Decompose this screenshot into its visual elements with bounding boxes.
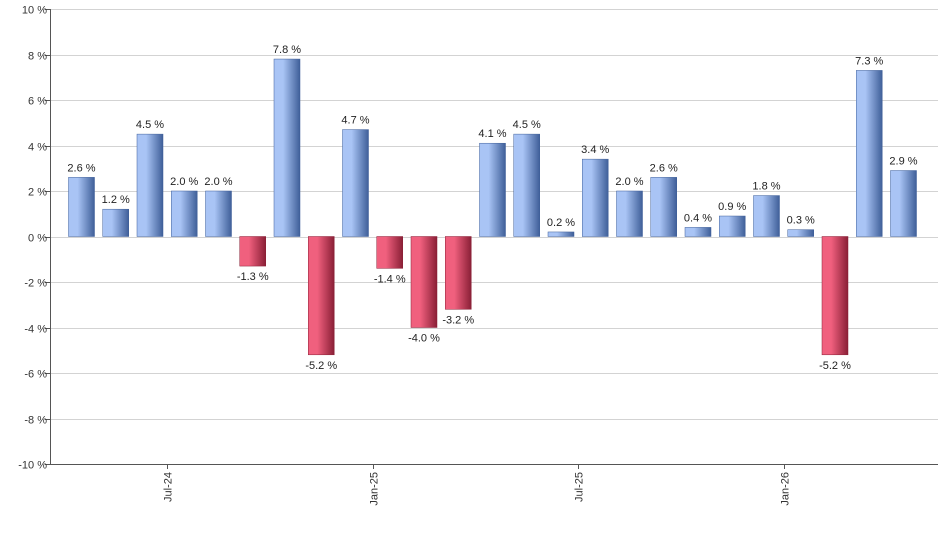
data-label: 2.6 % [650, 162, 678, 174]
data-label: 4.5 % [136, 119, 164, 131]
data-label: 0.9 % [718, 201, 746, 213]
bar [102, 208, 129, 237]
y-axis-ticks: 10 % 8 % 6 % 4 % 2 % 0 % -2 % -4 % -6 % -8 % -10 % [18, 5, 50, 472]
y-tick-label: 4 % [28, 142, 47, 154]
y-tick-label: -2 % [24, 278, 47, 290]
bars [68, 58, 917, 356]
y-tick-label: -8 % [24, 415, 47, 427]
x-tick-label: Jul-24 [163, 472, 175, 502]
data-label: -5.2 % [819, 360, 851, 372]
data-label: -3.2 % [442, 314, 474, 326]
bar [787, 229, 814, 237]
bar [616, 190, 643, 237]
data-label: 2.0 % [170, 176, 198, 188]
data-label: 1.8 % [752, 181, 780, 193]
bar [68, 177, 95, 237]
data-label: -1.3 % [237, 271, 269, 283]
bar [719, 215, 746, 237]
data-label: 3.4 % [581, 144, 609, 156]
x-tick-label: Jan-26 [780, 472, 792, 506]
data-label: 2.0 % [615, 176, 643, 188]
data-label: -5.2 % [305, 360, 337, 372]
bar [821, 236, 849, 356]
y-tick-label: 8 % [28, 51, 47, 63]
bar [650, 177, 677, 237]
data-label: 7.3 % [855, 55, 883, 67]
y-tick-label: -6 % [24, 369, 47, 381]
data-label: 7.8 % [273, 44, 301, 56]
data-labels: 2.6 % 1.2 % 4.5 % 2.0 % 2.0 % -1.3 % 7.8 % -5.2… [67, 44, 917, 372]
data-label: 0.3 % [787, 215, 815, 227]
bar [753, 195, 780, 237]
y-tick-label: 0 % [28, 233, 47, 245]
x-tick-label: Jan-25 [369, 472, 381, 506]
bar [684, 227, 712, 237]
bar [376, 236, 403, 269]
gridlines [50, 9, 938, 465]
data-label: 4.7 % [341, 115, 369, 127]
bar [890, 170, 917, 237]
data-label: 1.2 % [102, 194, 130, 206]
y-tick-label: -10 % [18, 460, 47, 472]
bar [479, 142, 506, 237]
bar [513, 133, 540, 237]
bar [239, 236, 266, 267]
bar [171, 190, 198, 237]
data-label: 0.4 % [684, 212, 712, 224]
bar [856, 70, 883, 237]
data-label: 2.6 % [67, 162, 95, 174]
data-label: 4.5 % [513, 119, 541, 131]
axes [50, 9, 938, 465]
bar [410, 236, 438, 328]
bar [445, 236, 472, 310]
bar [547, 231, 575, 237]
bar [308, 236, 335, 356]
bar [136, 133, 164, 237]
data-label: 0.2 % [547, 217, 575, 229]
bar [582, 158, 609, 237]
bar [205, 190, 232, 237]
y-tick-label: 6 % [28, 96, 47, 108]
y-tick-label: 10 % [22, 5, 47, 17]
bar [342, 129, 369, 237]
data-label: -4.0 % [408, 333, 440, 345]
data-label: 2.9 % [889, 156, 917, 168]
x-axis-ticks: Jul-24 Jan-25 Jul-25 Jan-26 [163, 464, 792, 506]
data-label: 4.1 % [478, 128, 506, 140]
y-tick-label: 2 % [28, 187, 47, 199]
data-label: 2.0 % [204, 176, 232, 188]
x-tick-label: Jul-25 [574, 472, 586, 502]
y-tick-label: -4 % [24, 324, 47, 336]
bar [273, 58, 301, 237]
data-label: -1.4 % [374, 273, 406, 285]
